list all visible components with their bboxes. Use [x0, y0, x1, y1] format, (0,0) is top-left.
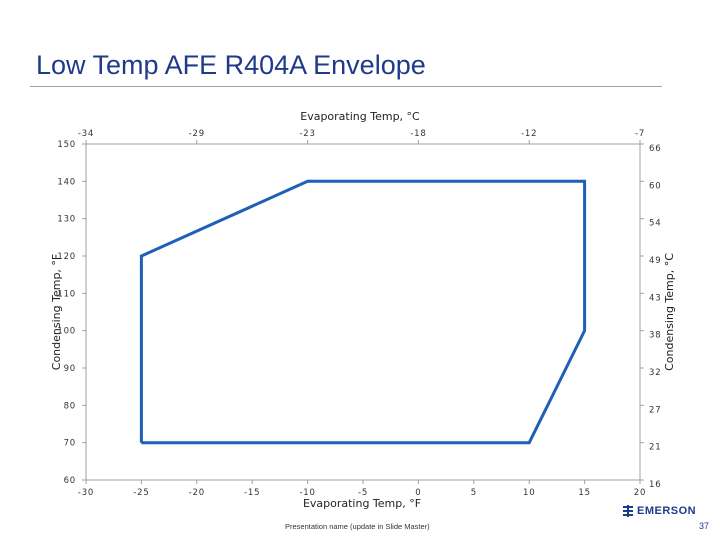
y2-tick-label: 49 [649, 256, 661, 266]
x-tick-label: -10 [299, 488, 315, 498]
slide-title: Low Temp AFE R404A Envelope [36, 50, 426, 80]
y-tick-label: 100 [57, 327, 76, 337]
y-tick-label: 140 [57, 177, 76, 187]
y2-tick-label: 27 [649, 405, 661, 415]
x2-tick-label: -23 [299, 129, 315, 139]
y-tick-label: 130 [57, 215, 76, 225]
envelope-series-line [139, 179, 587, 445]
right-axis-title: Condensing Temp, °C [663, 253, 676, 371]
x-tick-label: 15 [578, 488, 590, 498]
logo-text: EMERSON [637, 505, 697, 517]
x2-tick-label: -29 [189, 129, 205, 139]
emerson-logo-icon [623, 505, 633, 517]
x-tick-label: -15 [244, 488, 260, 498]
chart-ticks [82, 140, 644, 484]
x-tick-label: 5 [471, 488, 477, 498]
title-divider [30, 86, 662, 87]
x2-tick-label: -18 [410, 129, 426, 139]
y-tick-label: 110 [57, 289, 76, 299]
y2-tick-label: 32 [649, 368, 661, 378]
chart-tick-labels: -30 -25 -20 -15 -10 -5 0 5 10 15 20 -34 -29 -23 -18 -12… [57, 129, 661, 498]
chart-series [139, 179, 587, 445]
y-tick-label: 150 [57, 140, 76, 150]
y-tick-label: 90 [64, 364, 76, 374]
x-tick-label: -30 [78, 488, 94, 498]
left-axis-title: Condensing Temp, °F [50, 254, 63, 370]
y-tick-label: 120 [57, 252, 76, 262]
x-tick-label: -25 [133, 488, 149, 498]
y2-tick-label: 43 [649, 293, 661, 303]
emerson-logo: EMERSON [622, 505, 696, 517]
x-tick-label: 0 [415, 488, 421, 498]
x-tick-label: 10 [523, 488, 535, 498]
y2-tick-label: 38 [649, 331, 661, 341]
y-tick-label: 70 [64, 439, 76, 449]
x-tick-label: -20 [189, 488, 205, 498]
y-tick-label: 60 [64, 476, 76, 486]
y2-tick-label: 16 [649, 480, 661, 490]
bottom-axis-title: Evaporating Temp, °F [303, 497, 421, 510]
x2-tick-label: -34 [78, 129, 94, 139]
x-tick-label: -5 [358, 488, 368, 498]
y2-tick-label: 66 [649, 144, 661, 154]
x-tick-label: 20 [634, 488, 646, 498]
y2-tick-label: 54 [649, 219, 661, 229]
x2-tick-label: -12 [521, 129, 537, 139]
page-number: 37 [699, 521, 710, 531]
chart-axes [85, 143, 641, 481]
footer-text: Presentation name (update in Slide Maste… [285, 522, 430, 531]
x2-tick-label: -7 [635, 129, 645, 139]
y2-tick-label: 21 [649, 443, 661, 453]
top-axis-title: Evaporating Temp, °C [300, 110, 420, 123]
y-tick-label: 80 [64, 401, 76, 411]
y2-tick-label: 60 [649, 181, 661, 191]
